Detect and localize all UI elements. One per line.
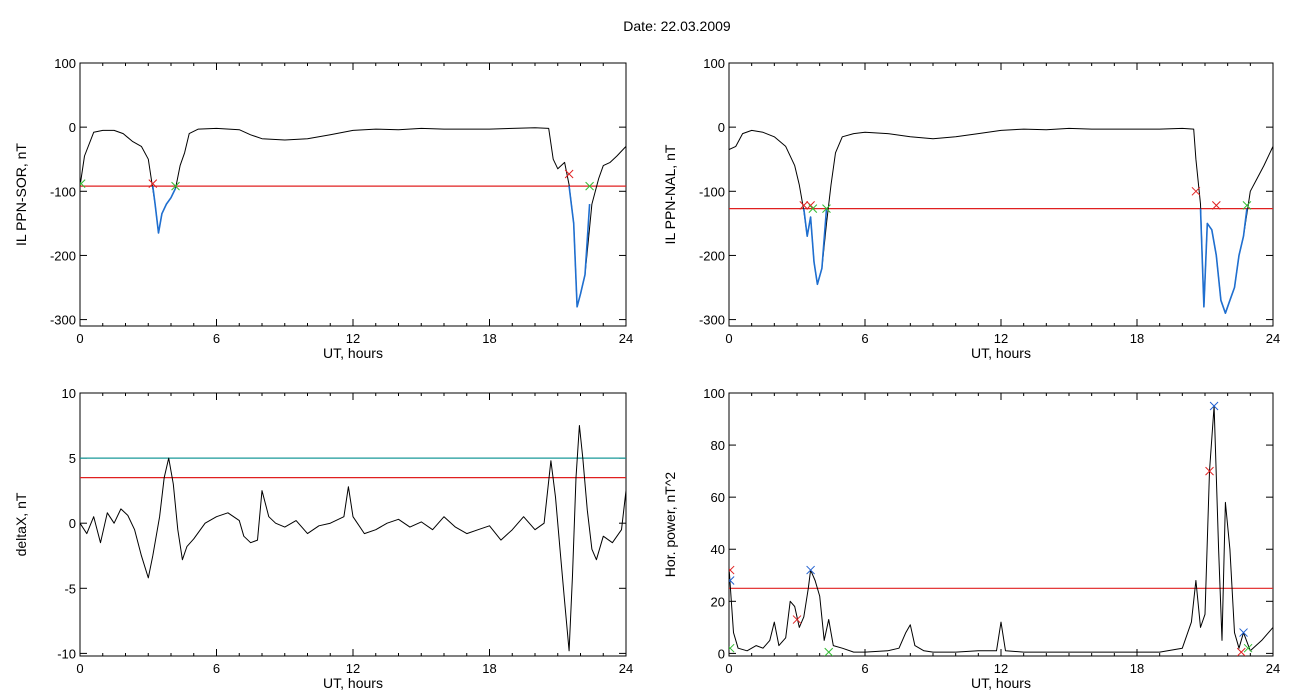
y-tick-label: 40 — [711, 542, 725, 557]
y-tick-label: 100 — [703, 56, 725, 71]
x-tick-label: 6 — [213, 661, 220, 676]
x-tick-label: 0 — [725, 331, 732, 346]
y-tick-label: 100 — [54, 56, 76, 71]
x-axis-label: UT, hours — [971, 675, 1031, 691]
y-tick-label: 10 — [62, 386, 76, 401]
x-tick-label: 18 — [1130, 331, 1144, 346]
x-tick-label: 6 — [213, 331, 220, 346]
y-tick-label: -200 — [50, 248, 76, 263]
y-axis-label: Hor. power, nT^2 — [662, 472, 678, 578]
series-line-blue — [568, 186, 591, 308]
y-axis-label: IL PPN-SOR, nT — [13, 143, 29, 246]
x-tick-label: 18 — [1130, 661, 1144, 676]
series-line-blue — [1199, 208, 1248, 314]
marker-red — [1236, 647, 1246, 656]
x-axis-label: UT, hours — [971, 345, 1031, 361]
series-line-blue — [152, 186, 177, 234]
y-tick-label: 0 — [718, 120, 725, 135]
y-tick-label: -5 — [64, 581, 76, 596]
x-tick-label: 6 — [861, 661, 868, 676]
panel-delta-x: 0 6 12 18 24 10 5 0 -5 -10 UT, hours deltaX, nT — [13, 386, 633, 691]
x-tick-label: 0 — [725, 661, 732, 676]
y-tick-label: -300 — [50, 313, 76, 328]
y-tick-label: 0 — [69, 120, 76, 135]
y-tick-label: -100 — [50, 184, 76, 199]
plot-frame — [79, 62, 627, 327]
y-tick-label: 60 — [711, 490, 725, 505]
x-tick-label: 12 — [994, 331, 1008, 346]
marker-green — [1242, 201, 1252, 210]
y-axis-label: deltaX, nT — [13, 492, 29, 556]
y-axis-label: IL PPN-NAL, nT — [662, 144, 678, 244]
marker-blue — [729, 576, 735, 585]
x-tick-label: 24 — [1266, 331, 1280, 346]
y-tick-label: -100 — [699, 184, 725, 199]
marker-red — [792, 615, 802, 624]
x-tick-label: 0 — [76, 331, 83, 346]
marker-red — [729, 565, 735, 575]
marker-green — [1243, 643, 1253, 653]
series-line-blue — [803, 208, 828, 286]
y-tick-label: 0 — [718, 646, 725, 661]
marker-green — [171, 181, 180, 191]
x-tick-label: 12 — [994, 661, 1008, 676]
y-tick-label: 100 — [703, 386, 725, 401]
x-axis-label: UT, hours — [323, 675, 383, 691]
y-tick-label: 0 — [69, 516, 76, 531]
marker-red — [799, 201, 809, 210]
series-line-black — [80, 425, 626, 652]
series-line-black — [729, 405, 1273, 653]
marker-blue — [806, 565, 815, 575]
x-tick-label: 18 — [482, 661, 496, 676]
x-tick-label: 12 — [346, 331, 360, 346]
y-tick-label: -10 — [57, 646, 76, 661]
marker-red — [564, 169, 574, 179]
marker-blue — [1209, 401, 1219, 411]
y-tick-label: -300 — [699, 313, 725, 328]
panel-il-ppn-sor: 0 6 12 18 24 100 0 -100 -200 -300 UT, hours IL PPN-… — [13, 56, 633, 361]
y-tick-label: 80 — [711, 438, 725, 453]
x-axis-label: UT, hours — [323, 345, 383, 361]
marker-red — [148, 179, 158, 188]
marker-green — [585, 181, 594, 191]
x-tick-label: 0 — [76, 661, 83, 676]
figure-title: Date: 22.03.2009 — [623, 18, 731, 34]
marker-green — [80, 179, 86, 188]
marker-green — [824, 647, 834, 656]
plot-frame — [728, 392, 1274, 657]
marker-blue — [1239, 628, 1248, 637]
x-tick-label: 24 — [1266, 661, 1280, 676]
y-tick-label: 20 — [711, 594, 725, 609]
x-tick-label: 6 — [861, 331, 868, 346]
marker-green — [729, 643, 735, 653]
x-tick-label: 24 — [619, 331, 633, 346]
marker-red — [1205, 466, 1214, 476]
x-tick-label: 18 — [482, 331, 496, 346]
x-tick-label: 24 — [619, 661, 633, 676]
marker-red — [1211, 201, 1221, 210]
marker-green — [822, 204, 831, 213]
y-tick-label: -200 — [699, 248, 725, 263]
marker-green — [808, 204, 818, 213]
y-tick-label: 5 — [69, 451, 76, 466]
panel-hor-power: 0 6 12 18 24 100 80 60 40 20 0 UT, hours Hor. power,… — [662, 386, 1280, 691]
panel-il-ppn-nal: 0 6 12 18 24 100 0 -100 -200 -300 UT, hours IL PPN-… — [662, 56, 1280, 361]
plot-frame — [728, 62, 1274, 327]
marker-red — [1191, 186, 1201, 196]
x-tick-label: 12 — [346, 661, 360, 676]
plot-frame — [79, 392, 627, 657]
